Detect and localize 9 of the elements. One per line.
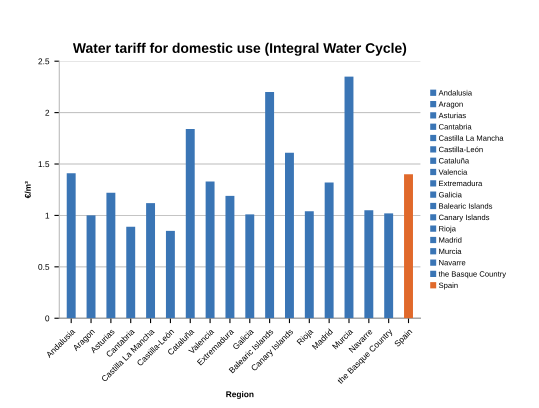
y-tick-label: 1 (46, 212, 50, 218)
y-tick-label: 0.5 (38, 264, 50, 270)
y-tick-label: 2 (45, 110, 50, 116)
y-tick-label: 0 (45, 315, 50, 322)
y-tick-label: 2.5 (38, 58, 50, 64)
y-axis-title: €/m³ (24, 181, 31, 198)
chart-title: Water tariff for domestic use (Integral Water Cycle) (72, 42, 406, 56)
y-tick-label: 1.5 (38, 161, 50, 168)
x-axis-title: Region (226, 391, 254, 399)
